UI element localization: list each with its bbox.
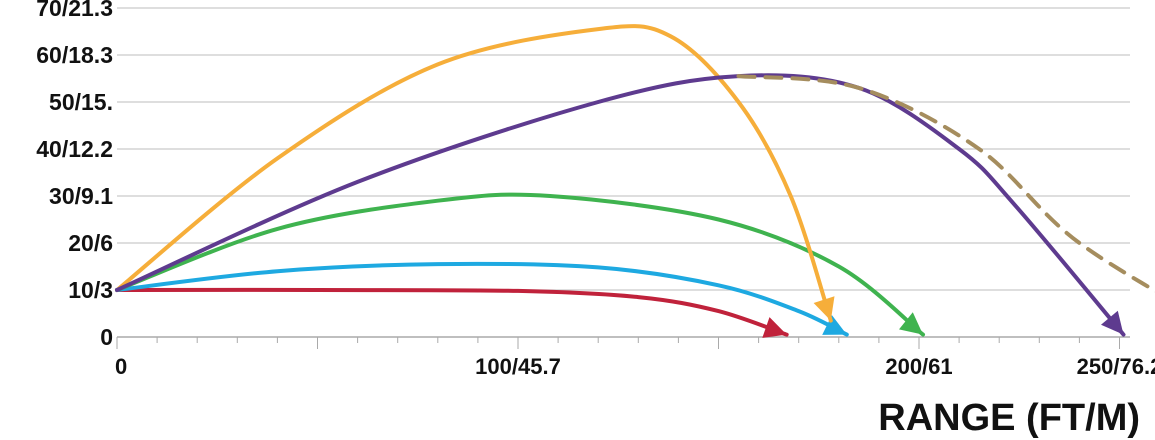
y-tick-label: 0 [100,324,113,350]
y-tick-label: 10/3 [68,277,113,303]
series-2 [115,261,849,337]
x-tick-label: 100/45.7 [475,354,561,379]
series-line [115,287,789,337]
x-tick-label: 250/76.2 [1077,354,1155,379]
y-tick-label: 30/9.1 [49,183,113,209]
y-tick-label: 40/12.2 [36,136,113,162]
series-arrowhead [762,317,787,338]
series-arrowhead [1101,310,1124,335]
y-tick-label: 70/21.3 [36,0,113,21]
x-axis-label: RANGE (FT/M) [878,397,1140,439]
series-arrowhead [813,296,835,321]
axes [116,336,1130,349]
x-tick-label: 0 [115,354,127,379]
series-line [115,24,833,323]
series-6 [736,74,1155,294]
y-tick-label: 50/15. [49,89,113,115]
series-group [115,24,1155,338]
series-arrowhead [899,312,923,335]
y-tick-labels: 0 10/3 20/6 30/9.1 40/12.2 50/15. 60/18.3 70/21… [36,0,113,350]
series-arrowhead [822,315,847,335]
series-3 [115,192,925,337]
series-4 [115,24,835,323]
x-tick-labels: 0 100/45.7 200/61 250/76.2 [115,354,1155,379]
series-line [115,261,849,337]
y-tick-label: 60/18.3 [36,42,113,68]
series-line [736,74,1155,294]
series-1 [115,287,789,338]
y-tick-label: 20/6 [68,230,113,256]
gridlines [117,7,1130,291]
series-line [115,192,925,337]
x-tick-label: 200/61 [885,354,952,379]
